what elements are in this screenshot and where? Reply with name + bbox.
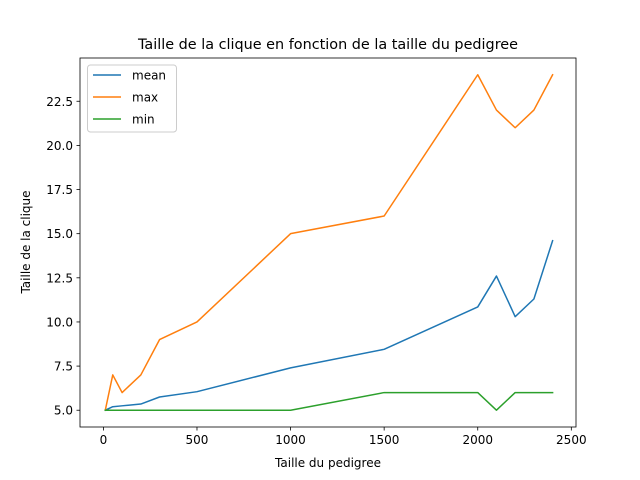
series-line-max [104, 73, 554, 412]
y-tick-label: 7.5 [54, 360, 73, 374]
y-tick-label: 17.5 [46, 183, 73, 197]
legend-label-max: max [132, 91, 158, 105]
x-tick-label: 0 [100, 433, 108, 447]
y-axis-label: Taille de la clique [19, 190, 33, 294]
series-line-min [104, 391, 554, 411]
y-tick-label: 15.0 [46, 227, 73, 241]
x-tick-label: 1000 [275, 433, 306, 447]
x-tick-label: 500 [186, 433, 209, 447]
legend-box [87, 64, 177, 133]
y-tick-label: 22.5 [46, 95, 73, 109]
legend: mean max min [87, 64, 177, 133]
legend-label-min: min [132, 113, 155, 127]
plot-frame [79, 57, 577, 428]
x-tick-label: 1500 [369, 433, 400, 447]
x-tick-label: 2500 [556, 433, 587, 447]
x-axis-label: Taille du pedigree [274, 456, 381, 470]
y-tick-label: 5.0 [54, 404, 73, 418]
legend-label-mean: mean [132, 69, 166, 83]
y-axis: 5.0 7.5 10.0 12.5 15.0 17.5 20.0 22.5 [46, 95, 80, 418]
y-tick-label: 12.5 [46, 271, 73, 285]
plot-lines [104, 73, 554, 412]
chart-title: Taille de la clique en fonction de la ta… [137, 37, 518, 53]
y-tick-label: 10.0 [46, 315, 73, 329]
x-tick-label: 2000 [462, 433, 493, 447]
y-tick-label: 20.0 [46, 139, 73, 153]
series-line-mean [104, 239, 554, 412]
x-axis: 0 500 1000 1500 2000 2500 [100, 427, 587, 447]
